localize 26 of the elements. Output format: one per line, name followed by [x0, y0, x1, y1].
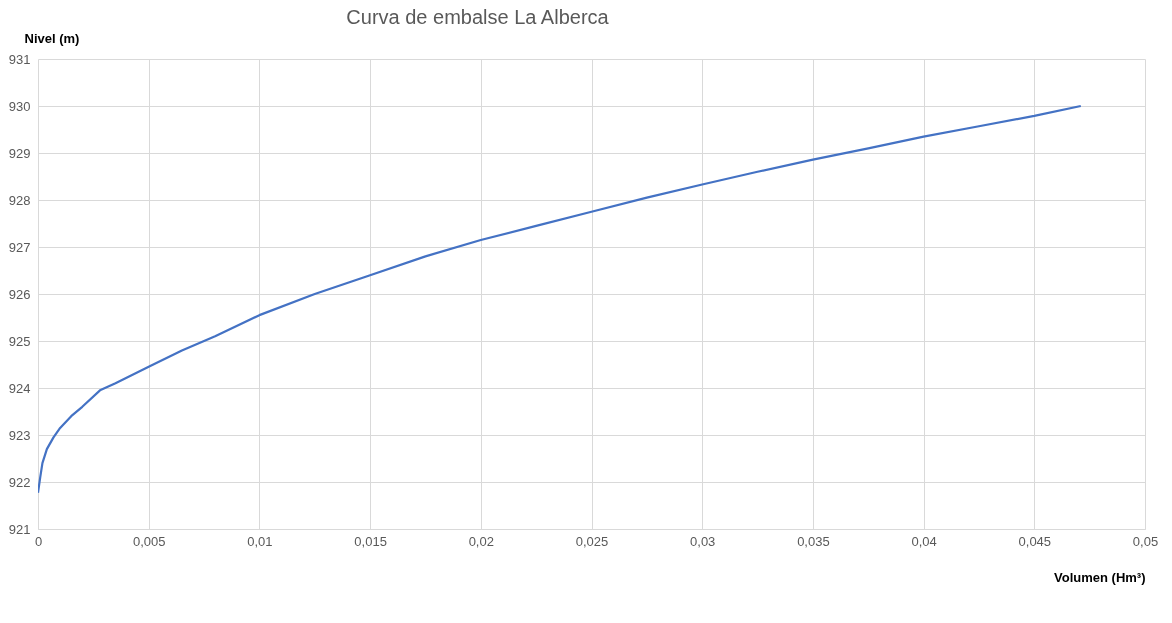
y-tick-label: 923: [8, 427, 31, 443]
x-tick-label: 0,01: [247, 533, 273, 549]
y-tick-label: 926: [8, 286, 31, 302]
y-tick-label: 925: [8, 333, 31, 349]
x-tick-label: 0,02: [468, 533, 494, 549]
y-tick-label: 927: [8, 239, 31, 255]
y-tick-label: 922: [8, 474, 31, 490]
x-tick-label: 0,03: [690, 533, 716, 549]
x-tick-label: 0,025: [575, 533, 609, 549]
chart-title: Curva de embalse La Alberca: [346, 6, 610, 28]
y-tick-label: 924: [8, 380, 31, 396]
y-tick-label: 928: [8, 192, 31, 208]
x-tick-label: 0,015: [354, 533, 387, 549]
x-axis-title: Volumen (Hm³): [1054, 569, 1146, 585]
line-series: [38, 104, 1082, 494]
y-tick-label: 921: [8, 521, 31, 537]
y-tick-label: 930: [8, 98, 31, 114]
x-tick-label: 0,045: [1018, 533, 1052, 549]
x-tick-label: 0,04: [911, 533, 937, 549]
x-tick-label: 0,05: [1132, 533, 1159, 549]
x-tick-label: 0,005: [132, 533, 166, 549]
x-tick-label: 0,035: [797, 533, 830, 549]
y-tick-label: 929: [8, 145, 31, 161]
x-tick-label: 0: [34, 533, 43, 549]
y-axis-title: Nivel (m): [24, 30, 80, 46]
y-tick-label: 931: [8, 51, 31, 67]
